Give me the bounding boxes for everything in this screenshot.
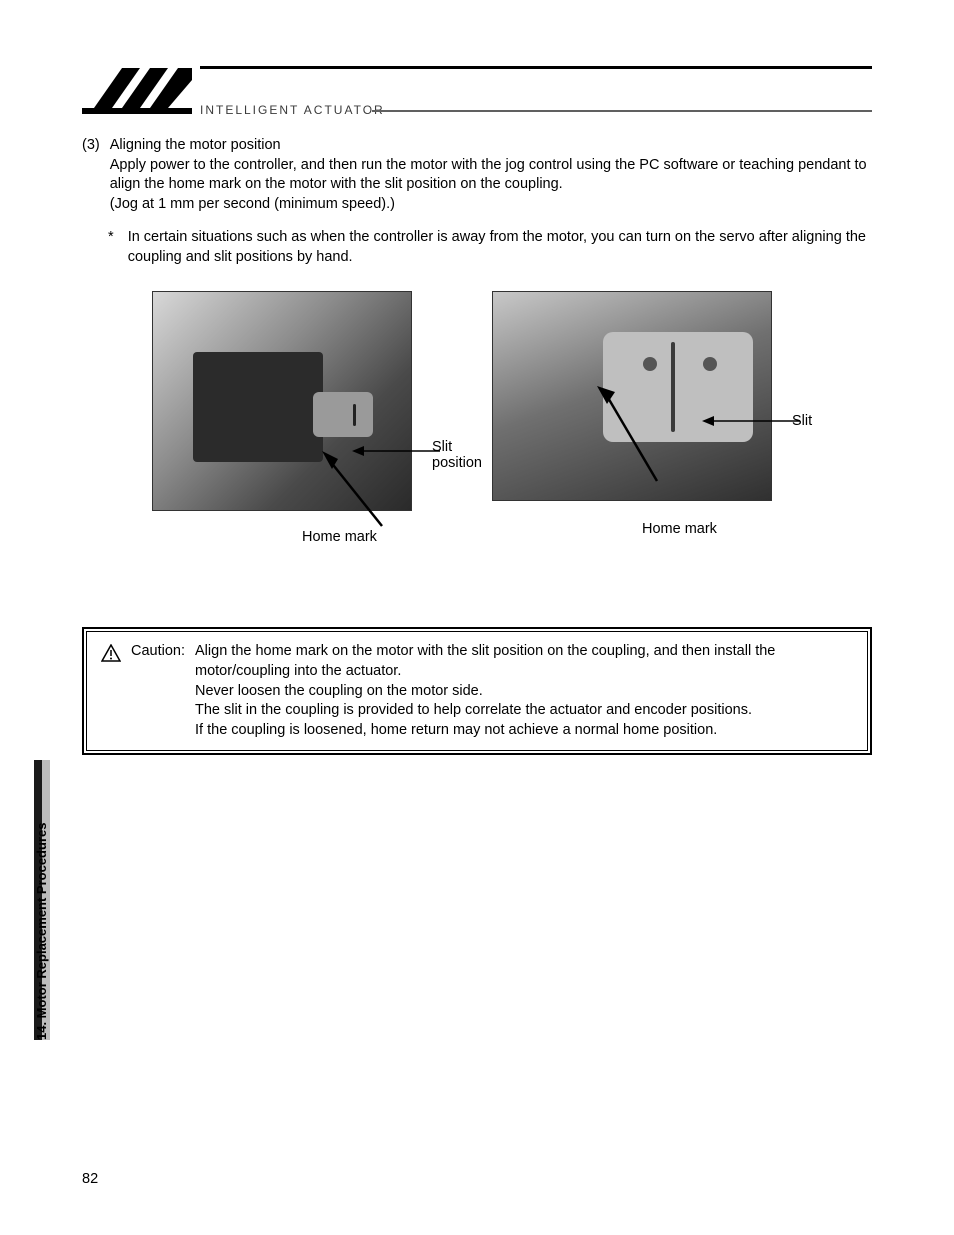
side-tab-text: 14. Motor Replacement Procedures	[34, 823, 49, 1040]
arrow-home-right	[597, 386, 667, 486]
step-line-2: (Jog at 1 mm per second (minimum speed).…	[110, 195, 872, 215]
page: INTELLIGENT ACTUATOR (3) Aligning the mo…	[0, 0, 954, 1235]
side-tab: 14. Motor Replacement Procedures	[34, 760, 56, 1040]
label-home-mark-right: Home mark	[642, 521, 717, 537]
arrow-slit-right	[702, 411, 802, 431]
caution-line-4: If the coupling is loosened, home return…	[195, 721, 853, 741]
footnote-text: In certain situations such as when the c…	[128, 228, 872, 267]
caution-box: Caution: Align the home mark on the moto…	[82, 627, 872, 755]
label-slit-right: Slit	[792, 413, 812, 429]
slit-icon	[353, 404, 356, 426]
footnote-mark: *	[108, 228, 116, 267]
arrow-home-left	[322, 451, 392, 531]
caution-inner: Caution: Align the home mark on the moto…	[86, 631, 868, 751]
motor-body-icon	[193, 352, 323, 462]
caution-line-1: Align the home mark on the motor with th…	[195, 642, 853, 681]
coupling-icon	[313, 392, 373, 437]
caution-line-2: Never loosen the coupling on the motor s…	[195, 682, 853, 702]
figure-left: Slit position Home mark	[152, 291, 412, 511]
caution-triangle-icon	[101, 644, 121, 662]
footnote: * In certain situations such as when the…	[108, 228, 872, 267]
step-body: Aligning the motor position Apply power …	[110, 136, 872, 214]
body-section: (3) Aligning the motor position Apply po…	[82, 136, 872, 267]
step-number: (3)	[82, 136, 100, 214]
step-line-1: Apply power to the controller, and then …	[110, 156, 872, 195]
header: INTELLIGENT ACTUATOR	[82, 60, 872, 120]
figures-row: Slit position Home mark Slit Home mark	[82, 291, 872, 591]
page-number: 82	[82, 1171, 98, 1187]
slit-line-icon	[671, 342, 675, 432]
brand-logo-icon	[82, 60, 192, 116]
step-title: Aligning the motor position	[110, 136, 872, 156]
header-rule-top	[200, 66, 872, 69]
figure-right: Slit Home mark	[492, 291, 772, 501]
caution-label: Caution:	[131, 642, 185, 740]
header-rule-bottom	[372, 110, 872, 112]
label-home-mark-left: Home mark	[302, 529, 377, 545]
caution-line-3: The slit in the coupling is provided to …	[195, 701, 853, 721]
label-slit-position: Slit position	[432, 439, 482, 471]
step-3: (3) Aligning the motor position Apply po…	[82, 136, 872, 214]
brand-text: INTELLIGENT ACTUATOR	[200, 103, 385, 117]
caution-body: Align the home mark on the motor with th…	[195, 642, 853, 740]
